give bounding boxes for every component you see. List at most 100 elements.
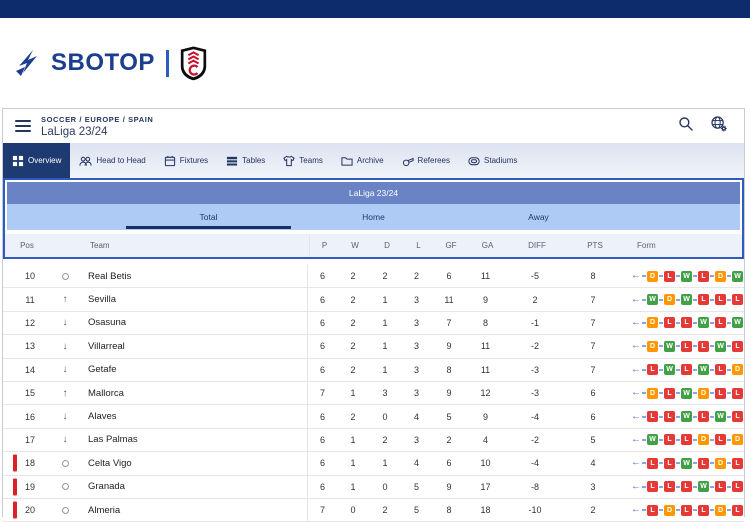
nav-tab-head-to-head[interactable]: Head to Head [70,143,154,178]
head-to-head-icon [79,155,92,167]
table-row[interactable]: 18 Celta Vigo 6 1 1 4 6 10 -4 4 ← L L W L D L [3,452,744,476]
form-badge: L [664,434,675,446]
stats-panel: SOCCER / EUROPE / SPAIN LaLiga 23/24 [2,108,745,522]
breadcrumb-block: SOCCER / EUROPE / SPAIN LaLiga 23/24 [41,115,153,138]
menu-icon[interactable] [15,120,31,132]
team-name[interactable]: Las Palmas [88,434,138,446]
table-row[interactable]: 19 Granada 6 1 0 5 9 17 -8 3 ← L L L W L L [3,475,744,499]
form-badge: D [647,340,658,352]
goal-diff: -3 [530,388,539,399]
form-badge: W [732,270,743,282]
form-cell: ← D L W D L L [621,382,744,404]
table-row[interactable]: 17 ↓ Las Palmas 6 1 2 3 2 4 -2 5 ← W L L D L D [3,428,744,453]
nav-tab-label: Teams [299,156,323,165]
team-name[interactable]: Osasuna [88,317,127,329]
goals-for: 9 [446,481,452,492]
table-row[interactable]: 20 Almeria 7 0 2 5 8 18 -10 2 ← L D L L D L [3,498,744,522]
team-name[interactable]: Almeria [88,504,121,516]
team-name[interactable]: Granada [88,481,125,493]
wins: 2 [350,271,356,282]
nav-tab-referees[interactable]: Referees [393,143,459,178]
form-badge: L [681,364,692,376]
points: 7 [590,341,596,352]
points: 7 [590,294,596,305]
table-row[interactable]: 11 ↑ Sevilla 6 2 1 3 11 9 2 7 ← W D W L L L [3,288,744,312]
form-arrow-icon: ← [631,387,641,399]
form-badge: D [647,317,658,329]
played: 6 [307,405,337,428]
form-badge: D [715,457,726,469]
team-name[interactable]: Mallorca [88,387,124,399]
wins: 2 [350,411,356,422]
table-row[interactable]: 10 Real Betis 6 2 2 2 6 11 -5 8 ← D L W L D W [3,265,744,289]
position: 14 [24,364,35,375]
form-badge: L [647,411,658,423]
relegation-indicator [13,501,17,519]
form-badge: D [647,270,658,282]
subtab-label: Away [528,212,549,222]
form-badge: W [681,270,692,282]
form-badge: L [698,504,709,516]
team-name[interactable]: Real Betis [88,270,132,282]
team-name[interactable]: Getafe [88,364,117,376]
form-badge: L [681,481,692,493]
subtab-total[interactable]: Total [126,204,291,230]
form-badge: L [715,434,726,446]
table-row[interactable]: 15 ↑ Mallorca 7 1 3 3 9 12 -3 6 ← D L W D L L [3,381,744,406]
movement-down-icon: ↓ [62,434,68,446]
played: 6 [307,311,337,335]
table-row[interactable]: 14 ↓ Getafe 6 2 1 3 8 11 -3 7 ← L W L W L D [3,358,744,382]
goals-against: 10 [480,458,491,469]
form-badge: L [715,294,726,306]
form-badge: L [647,481,658,493]
form-cell: ← L L L W L L [621,476,744,498]
panel-header: SOCCER / EUROPE / SPAIN LaLiga 23/24 [3,109,744,143]
language-settings-icon[interactable] [710,115,728,138]
played: 7 [307,381,337,405]
goal-diff: -2 [530,341,539,352]
losses: 3 [413,364,419,375]
team-name[interactable]: Celta Vigo [88,457,132,469]
team-name[interactable]: Alaves [88,411,117,423]
nav-tab-label: Tables [242,156,266,165]
brand-separator [165,49,169,77]
form-arrow-icon: ← [631,480,641,492]
draws: 0 [382,411,388,422]
search-icon[interactable] [678,116,694,137]
subtab-away[interactable]: Away [456,204,621,230]
form-badge: L [732,340,743,352]
nav-tab-stadiums[interactable]: Stadiums [459,143,526,178]
nav-tab-fixtures[interactable]: Fixtures [155,143,217,178]
table-row[interactable]: 16 ↓ Alaves 6 2 0 4 5 9 -4 6 ← L L W L W L [3,405,744,429]
nav-tab-archive[interactable]: Archive [332,143,393,178]
form-badge: L [664,411,675,423]
nav-tab-teams[interactable]: Teams [274,143,332,178]
form-badge: L [698,457,709,469]
team-name[interactable]: Sevilla [88,294,116,306]
subtab-home[interactable]: Home [291,204,456,230]
movement-same-icon [47,483,83,491]
points: 6 [590,411,596,422]
form-cell: ← D L L W L W [621,312,744,334]
goals-for: 2 [446,434,452,445]
nav-tab-overview[interactable]: Overview [3,143,71,178]
wins: 1 [350,388,356,399]
breadcrumb[interactable]: SOCCER / EUROPE / SPAIN [41,114,154,124]
team-name[interactable]: Villarreal [88,340,125,352]
form-arrow-icon: ← [631,270,641,282]
nav-tab-label: Archive [356,156,384,165]
nav-tab-tables[interactable]: Tables [217,143,274,178]
subtab-label: Home [362,212,385,222]
form-badge: W [664,364,675,376]
table-row[interactable]: 12 ↓ Osasuna 6 2 1 3 7 8 -1 7 ← D L L W L W [3,311,744,336]
form-cell: ← D L W L D W [621,265,744,287]
losses: 3 [413,294,419,305]
table-row[interactable]: 13 ↓ Villarreal 6 2 1 3 9 11 -2 7 ← D W L L W L [3,335,744,359]
col-l: L [416,241,421,250]
draws: 1 [382,341,388,352]
losses: 3 [413,317,419,328]
form-badge: D [647,387,658,399]
goals-for: 9 [446,388,452,399]
form-arrow-icon: ← [631,363,641,375]
goal-diff: -10 [528,505,542,516]
